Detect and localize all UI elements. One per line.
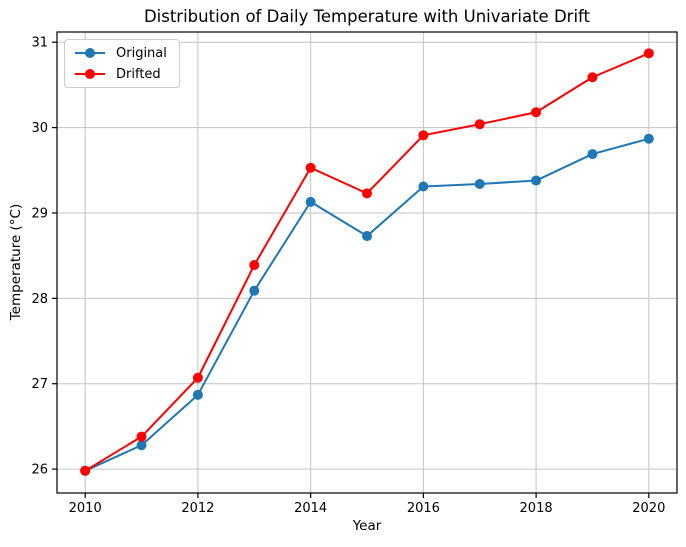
data-point-original — [643, 133, 654, 144]
x-tick-label: 2010 — [69, 501, 102, 516]
y-tick-label: 26 — [31, 463, 48, 478]
x-tick-label: 2012 — [181, 501, 214, 516]
data-point-drifted — [305, 162, 316, 173]
data-point-drifted — [362, 188, 372, 199]
plot-frame — [56, 31, 678, 494]
legend-item-original: Original — [73, 46, 167, 60]
data-point-original — [136, 440, 147, 451]
y-tick-label: 28 — [31, 292, 48, 307]
x-tick-label: 2016 — [407, 501, 440, 516]
data-point-original — [587, 149, 598, 160]
data-point-original — [305, 196, 316, 207]
legend-label-drifted: Drifted — [116, 66, 161, 82]
y-axis-label: Temperature (°C) — [8, 203, 24, 321]
y-tick-label: 27 — [31, 377, 48, 392]
legend-label-original: Original — [116, 45, 167, 61]
data-point-drifted — [192, 372, 203, 383]
legend: Original Drifted — [64, 39, 180, 88]
data-point-original — [362, 231, 372, 242]
y-tick-label: 30 — [31, 121, 48, 136]
data-point-drifted — [136, 431, 147, 442]
data-point-drifted — [249, 260, 260, 271]
data-point-original — [418, 181, 429, 192]
x-axis-label: Year — [352, 518, 382, 534]
legend-item-drifted: Drifted — [73, 67, 167, 81]
data-point-drifted — [531, 107, 542, 118]
x-tick-label: 2018 — [520, 501, 553, 516]
x-tick-label: 2014 — [294, 501, 327, 516]
data-point-drifted — [418, 130, 429, 141]
y-tick-label: 31 — [31, 36, 48, 51]
x-tick-label: 2020 — [632, 501, 665, 516]
series-line-drifted — [84, 52, 650, 472]
data-point-original — [249, 285, 260, 296]
data-point-drifted — [587, 72, 598, 83]
data-point-drifted — [643, 48, 654, 59]
chart-title: Distribution of Daily Temperature with U… — [143, 7, 591, 26]
data-point-original — [474, 178, 485, 189]
data-point-drifted — [80, 465, 91, 476]
y-tick-label: 29 — [31, 206, 48, 221]
legend-line-marker-original — [75, 48, 105, 58]
legend-line-marker-drifted — [75, 69, 105, 79]
data-point-drifted — [474, 119, 485, 130]
data-point-original — [192, 389, 203, 400]
data-point-original — [531, 175, 542, 186]
